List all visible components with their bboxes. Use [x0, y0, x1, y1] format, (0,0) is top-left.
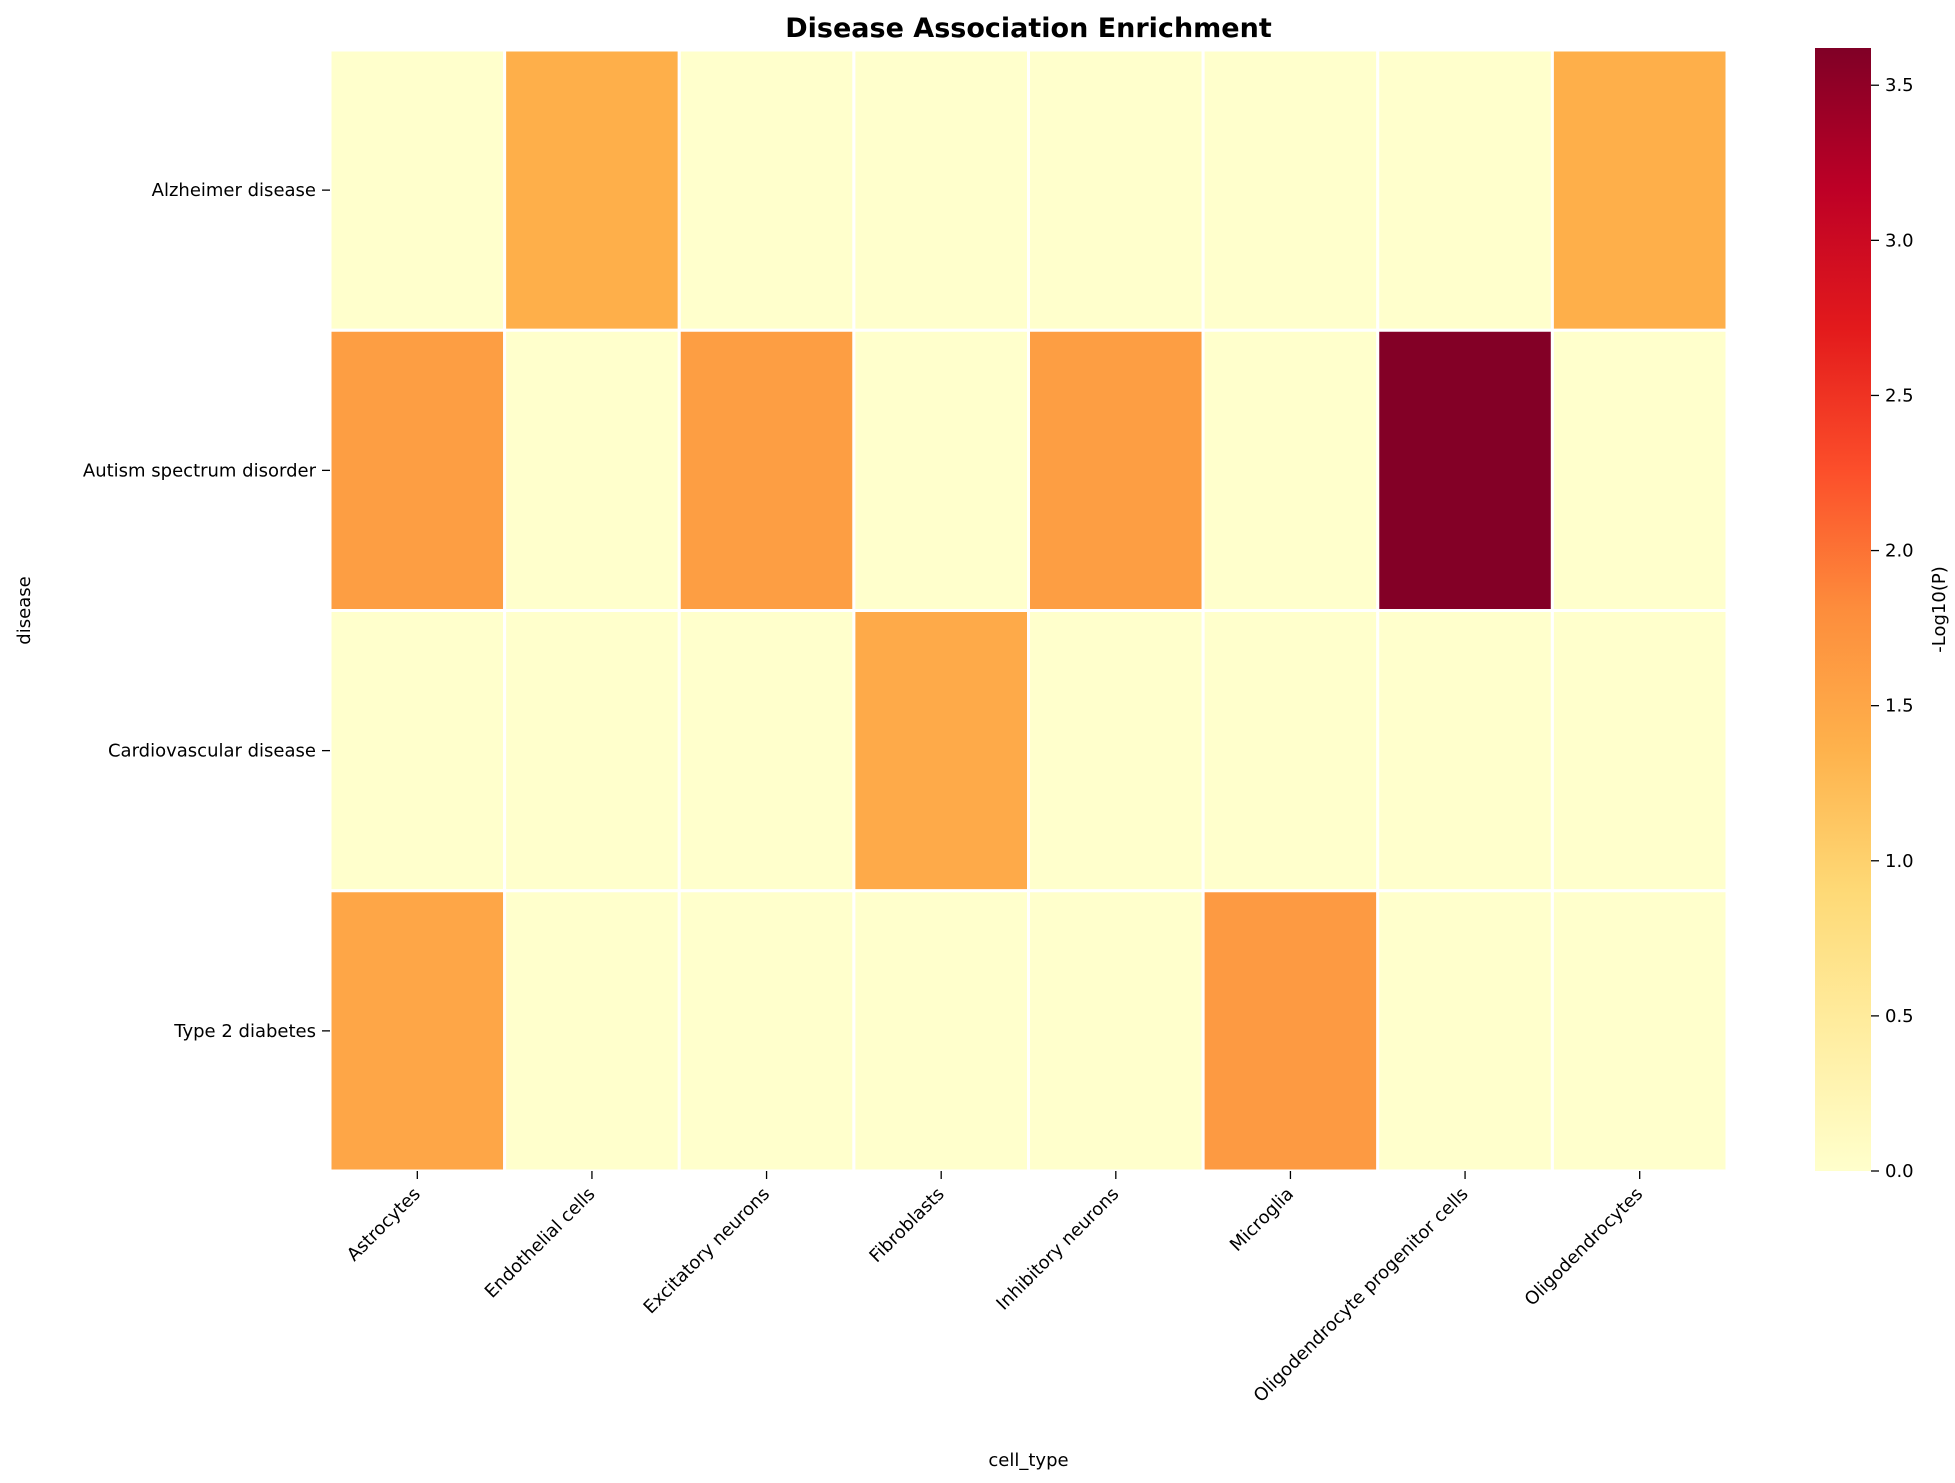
colorbar-tick-label: 1.5: [1885, 696, 1914, 717]
heatmap-cell: [677, 48, 856, 332]
x-tick-label: Oligodendrocyte progenitor cells: [1250, 1184, 1473, 1407]
heatmap-cell: [1376, 889, 1554, 1173]
x-tick-label: Endothelial cells: [481, 1184, 600, 1303]
y-tick-label: Cardiovascular disease: [108, 741, 316, 762]
heatmap-cell: [503, 48, 681, 332]
x-axis-ticks: Astrocytes Endothelial cells Excitatory ne…: [343, 1171, 1647, 1407]
colorbar: [1815, 48, 1871, 1171]
colorbar-ticks: 0.0 0.5 1.0 1.5 2.0 2.5 3.0 3.5: [1871, 75, 1914, 1182]
x-tick-label: Oligodendrocytes: [1521, 1184, 1648, 1311]
x-tick-label: Astrocytes: [343, 1184, 425, 1266]
colorbar-tick-label: 0.5: [1885, 1006, 1914, 1027]
x-tick-label: Inhibitory neurons: [992, 1184, 1123, 1315]
heatmap-cell: [1027, 609, 1205, 893]
heatmap-cell: [852, 48, 1030, 332]
x-axis-label: cell_type: [988, 1450, 1068, 1471]
colorbar-tick-label: 3.5: [1885, 75, 1914, 96]
colorbar-tick-label: 2.5: [1885, 385, 1914, 406]
y-axis-label: disease: [14, 576, 35, 644]
heatmap-cell: [503, 328, 681, 612]
heatmap-cell: [1027, 889, 1205, 1173]
heatmap-cell: [328, 889, 507, 1173]
y-tick-label: Autism spectrum disorder: [83, 460, 317, 481]
x-tick-label: Excitatory neurons: [640, 1184, 775, 1319]
heatmap-cell: [677, 328, 856, 612]
heatmap-cell: [852, 889, 1030, 1173]
heatmap-cell: [1376, 328, 1554, 612]
heatmap-cell: [852, 328, 1030, 612]
heatmap-cell: [328, 48, 507, 332]
heatmap-cell: [1550, 609, 1729, 893]
heatmap-cell: [328, 328, 507, 612]
x-tick-label: Microglia: [1226, 1184, 1298, 1256]
y-tick-label: Alzheimer disease: [152, 180, 316, 201]
heatmap-cell: [1550, 328, 1729, 612]
heatmap-cell: [1201, 48, 1380, 332]
heatmap-cell: [852, 609, 1030, 893]
heatmap-cell: [1201, 889, 1380, 1173]
heatmap-cells: [328, 48, 1729, 1173]
heatmap-cell: [1201, 328, 1380, 612]
heatmap-cell: [328, 609, 507, 893]
heatmap-cell: [677, 889, 856, 1173]
heatmap-cell: [1027, 48, 1205, 332]
heatmap-cell: [677, 609, 856, 893]
heatmap-cell: [503, 609, 681, 893]
x-tick-label: Fibroblasts: [865, 1184, 948, 1267]
y-tick-label: Type 2 diabetes: [173, 1021, 316, 1042]
heatmap-cell: [1550, 889, 1729, 1173]
heatmap-cell: [1550, 48, 1729, 332]
heatmap-cell: [1376, 48, 1554, 332]
heatmap-cell: [503, 889, 681, 1173]
chart-title: Disease Association Enrichment: [785, 13, 1272, 44]
y-axis-ticks: Alzheimer disease Autism spectrum disorde…: [83, 180, 330, 1042]
heatmap-cell: [1376, 609, 1554, 893]
colorbar-tick-label: 0.0: [1885, 1161, 1914, 1182]
colorbar-tick-label: 2.0: [1885, 541, 1914, 562]
colorbar-label: -Log10(P): [1929, 566, 1950, 652]
colorbar-tick-label: 1.0: [1885, 851, 1914, 872]
heatmap-cell: [1027, 328, 1205, 612]
heatmap-cell: [1201, 609, 1380, 893]
colorbar-tick-label: 3.0: [1885, 230, 1914, 251]
